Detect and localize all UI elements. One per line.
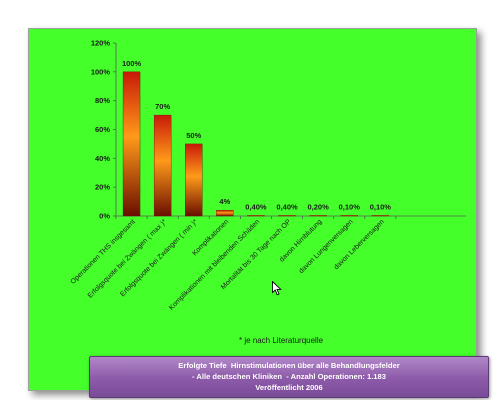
y-tick-label: 20% xyxy=(95,183,110,192)
data-label: 0,20% xyxy=(308,202,330,211)
category-label: davon Lungenversagen xyxy=(298,218,355,275)
category-label: Operationen THS insgesamt xyxy=(70,218,137,285)
bar xyxy=(216,210,234,217)
y-tick-label: 100% xyxy=(91,67,111,76)
slide: 0% 20% 40% 60% 80% 100% 120% 100% Operationen TH… xyxy=(28,28,489,398)
data-label: 50% xyxy=(186,131,201,140)
bar xyxy=(185,143,203,217)
bar xyxy=(247,215,265,217)
caption-line-3: Veröffentlicht 2006 xyxy=(255,383,323,392)
bars xyxy=(122,71,390,217)
bar xyxy=(153,114,172,217)
data-label: 0,10% xyxy=(339,202,361,211)
labels: 0% 20% 40% 60% 80% 100% 120% 100% Operationen TH… xyxy=(70,39,392,312)
bar xyxy=(278,215,296,217)
y-tick-label: 60% xyxy=(95,125,110,134)
y-tick-label: 120% xyxy=(91,39,111,48)
data-label: 100% xyxy=(122,59,142,68)
y-tick-label: 40% xyxy=(95,154,110,163)
data-label: 0,40% xyxy=(276,202,298,211)
bar xyxy=(309,215,327,217)
mouse-cursor-icon xyxy=(272,281,282,296)
bar xyxy=(122,71,141,217)
caption-line-1: Erfolgte Tiefe Hirnstimulationen über al… xyxy=(178,361,400,370)
axes xyxy=(113,42,466,219)
y-tick-label: 0% xyxy=(99,212,110,221)
caption-line-2: - Alle deutschen Kliniken - Anzahl Opera… xyxy=(192,372,386,381)
data-label: 70% xyxy=(155,102,170,111)
data-label: 4% xyxy=(219,197,230,206)
bar-chart: 0% 20% 40% 60% 80% 100% 120% 100% Operationen TH… xyxy=(70,39,466,312)
bar xyxy=(371,215,390,217)
caption-box: Erfolgte Tiefe Hirnstimulationen über al… xyxy=(89,356,489,398)
y-tick-label: 80% xyxy=(95,96,110,105)
footnote: * je nach Literaturquelle xyxy=(239,336,324,345)
data-label: 0,10% xyxy=(370,202,392,211)
bar xyxy=(340,215,358,217)
data-label: 0,40% xyxy=(245,202,267,211)
